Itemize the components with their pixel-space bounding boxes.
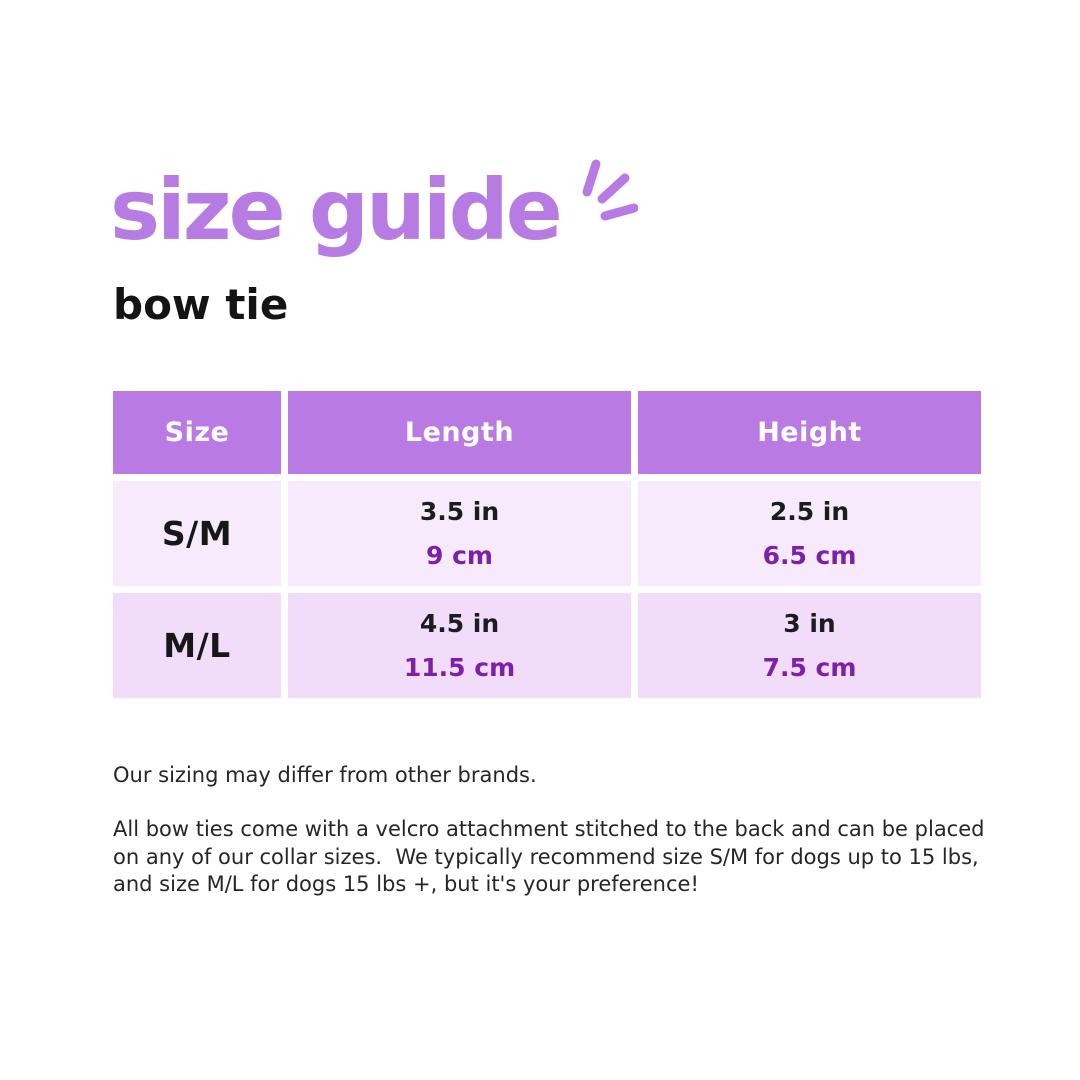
- title-row: size guide: [110, 159, 638, 259]
- header-cell-size: Size: [113, 391, 281, 474]
- sparkle-icon: [582, 159, 638, 221]
- table-row-1-size: S/M: [113, 481, 281, 586]
- table-row-1-height: 2.5 in 6.5 cm: [638, 481, 981, 586]
- height-cm-value: 7.5 cm: [762, 653, 857, 682]
- table-row-2-height: 3 in 7.5 cm: [638, 593, 981, 698]
- size-table: Size Length Height S/M 3.5 in 9 cm 2.5 i…: [113, 391, 981, 698]
- height-inches-value: 2.5 in: [769, 497, 850, 526]
- table-row-1-length: 3.5 in 9 cm: [288, 481, 631, 586]
- header-cell-length: Length: [288, 391, 631, 474]
- table-row-2-length: 4.5 in 11.5 cm: [288, 593, 631, 698]
- height-inches-value: 3 in: [783, 609, 836, 638]
- length-inches-value: 3.5 in: [419, 497, 500, 526]
- table-row-2-size: M/L: [113, 593, 281, 698]
- header-cell-height: Height: [638, 391, 981, 474]
- sizing-note-details: All bow ties come with a velcro attachme…: [113, 817, 992, 897]
- length-inches-value: 4.5 in: [419, 609, 500, 638]
- length-cm-value: 11.5 cm: [403, 653, 516, 682]
- height-cm-value: 6.5 cm: [762, 541, 857, 570]
- page-title: size guide: [110, 161, 563, 259]
- page-subtitle: bow tie: [113, 280, 289, 329]
- sizing-notes: Our sizing may differ from other brands.…: [113, 762, 985, 899]
- length-cm-value: 9 cm: [426, 541, 493, 570]
- sizing-note-intro: Our sizing may differ from other brands.: [113, 763, 537, 787]
